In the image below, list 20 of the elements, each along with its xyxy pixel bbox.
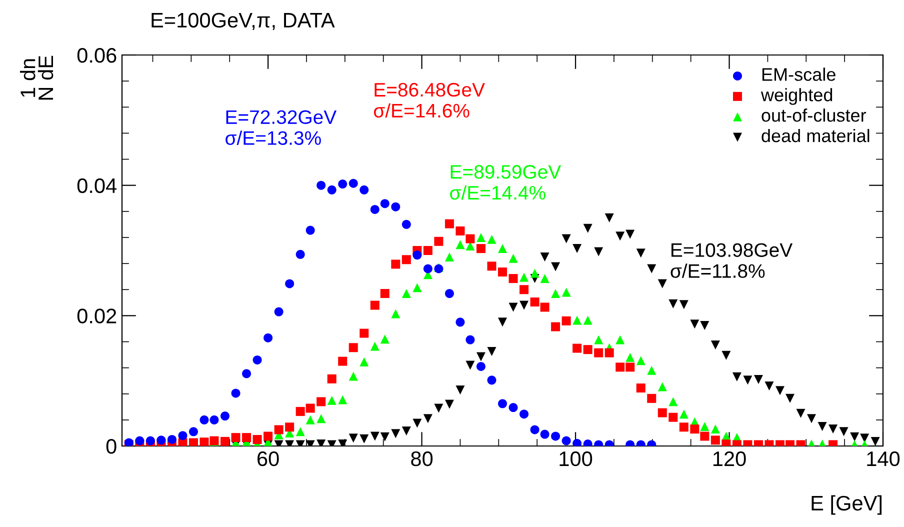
y-tick-label: 0.06 (77, 48, 116, 63)
y-tick-label: 0.02 (77, 308, 116, 324)
annotation: E=89.59GeV σ/E=14.4% (450, 164, 562, 200)
legend-label: dead material (762, 128, 870, 142)
chart-title: E=100GeV,π, DATA (152, 12, 335, 30)
x-axis-title: E [GeV] (812, 495, 882, 515)
annotation: E=103.98GeV σ/E=11.8% (670, 243, 793, 278)
y-axis-title: 1 dn N dE (20, 56, 54, 100)
legend-label: out-of-cluster (762, 108, 866, 122)
x-tick-label: 140 (867, 451, 900, 466)
x-tick-label: 120 (713, 451, 746, 466)
y-tick-label: 0.04 (77, 178, 117, 194)
y-tick-label: 0 (106, 439, 116, 454)
annotation: E=72.32GeV σ/E=13.3% (226, 110, 337, 145)
legend-label: weighted (760, 88, 832, 105)
x-tick-label: 80 (411, 451, 433, 466)
x-tick-label: 100 (560, 451, 592, 466)
legend-label: EM-scale (762, 68, 836, 81)
x-tick-label: 60 (258, 451, 279, 466)
annotation: E=86.48GeV σ/E=14.6% (374, 82, 485, 118)
